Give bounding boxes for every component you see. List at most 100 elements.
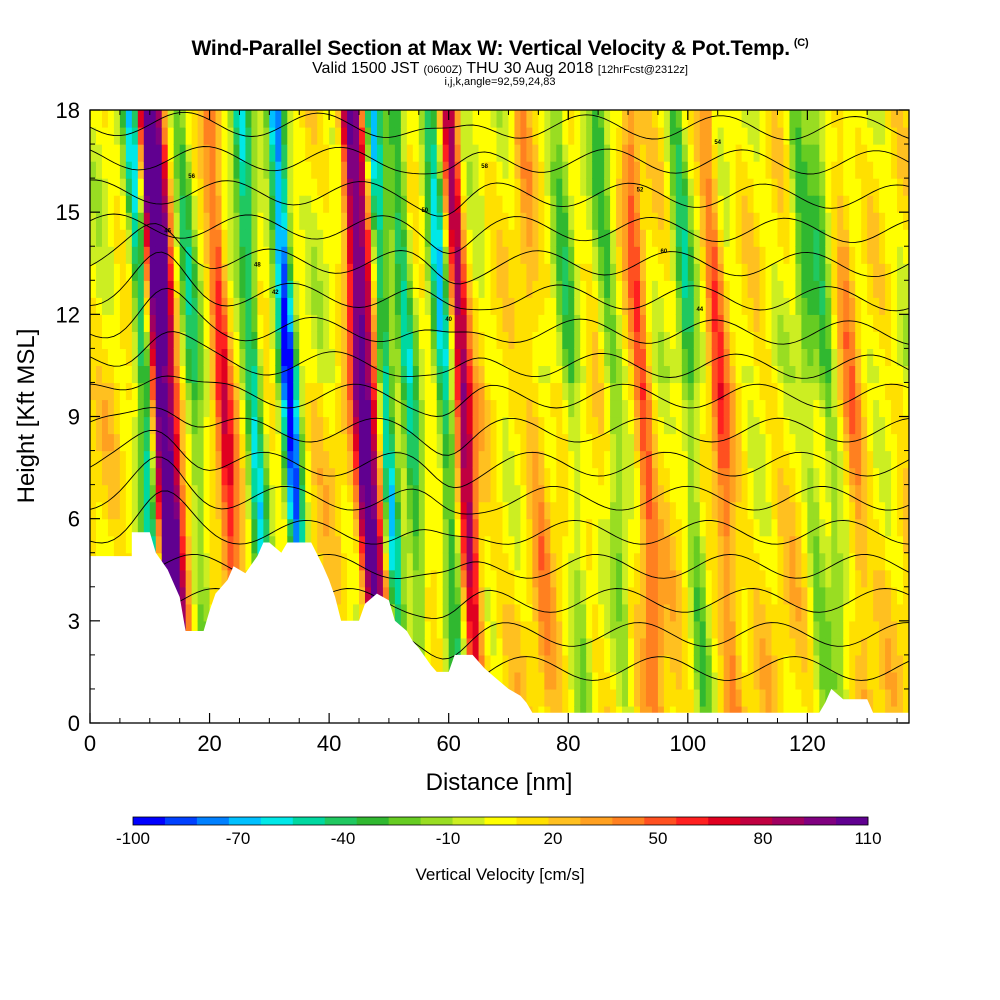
velocity-cell — [508, 144, 516, 162]
velocity-cell — [472, 127, 480, 145]
velocity-cell — [604, 331, 611, 349]
velocity-cell — [849, 246, 856, 264]
velocity-cell — [801, 246, 808, 264]
velocity-cell — [203, 416, 211, 435]
velocity-cell — [622, 229, 629, 247]
velocity-cell — [550, 212, 557, 230]
velocity-cell — [807, 654, 814, 673]
velocity-cell — [556, 671, 563, 690]
velocity-cell — [843, 535, 850, 554]
velocity-cell — [819, 416, 826, 435]
x-tick-label: 40 — [317, 731, 341, 756]
velocity-cell — [341, 399, 348, 418]
velocity-cell — [616, 110, 623, 128]
velocity-cell — [544, 399, 551, 418]
velocity-cell — [341, 229, 348, 247]
velocity-cell — [747, 246, 755, 264]
velocity-cell — [155, 535, 163, 554]
velocity-cell — [263, 450, 270, 469]
velocity-cell — [424, 297, 432, 315]
velocity-cell — [651, 110, 659, 128]
velocity-cell — [885, 229, 892, 247]
velocity-cell — [813, 348, 820, 367]
velocity-cell — [107, 144, 115, 162]
velocity-cell — [891, 416, 898, 435]
velocity-cell — [281, 297, 288, 315]
velocity-cell — [891, 450, 898, 469]
velocity-cell — [257, 297, 264, 315]
velocity-cell — [329, 501, 336, 520]
velocity-cell — [406, 229, 414, 247]
velocity-cell — [687, 229, 695, 247]
velocity-cell — [442, 212, 450, 230]
velocity-cell — [514, 535, 522, 554]
velocity-cell — [335, 348, 342, 367]
velocity-cell — [610, 178, 617, 196]
velocity-cell — [514, 212, 522, 230]
velocity-cell — [777, 484, 785, 503]
velocity-cell — [484, 399, 492, 418]
velocity-cell — [496, 161, 504, 179]
velocity-cell — [795, 195, 802, 213]
velocity-cell — [663, 127, 671, 145]
velocity-cell — [783, 161, 791, 179]
velocity-cell — [574, 467, 581, 486]
velocity-cell — [400, 263, 408, 281]
velocity-cell — [628, 484, 635, 503]
velocity-cell — [610, 484, 617, 503]
velocity-cell — [185, 518, 193, 537]
velocity-cell — [861, 688, 868, 707]
velocity-cell — [628, 365, 635, 384]
velocity-cell — [364, 161, 372, 179]
velocity-cell — [735, 603, 743, 622]
velocity-cell — [347, 161, 354, 179]
velocity-cell — [400, 297, 408, 315]
velocity-cell — [735, 127, 743, 145]
velocity-cell — [107, 382, 115, 401]
velocity-cell — [562, 484, 569, 503]
velocity-cell — [735, 348, 743, 367]
velocity-cell — [305, 297, 312, 315]
velocity-cell — [837, 501, 844, 520]
velocity-cell — [634, 552, 641, 571]
velocity-cell — [807, 637, 814, 656]
velocity-cell — [143, 365, 151, 384]
velocity-cell — [849, 399, 856, 418]
velocity-cell — [347, 382, 354, 401]
velocity-cell — [364, 416, 372, 435]
velocity-cell — [137, 246, 145, 264]
velocity-cell — [568, 263, 575, 281]
velocity-cell — [711, 484, 719, 503]
velocity-cell — [221, 314, 229, 332]
velocity-cell — [807, 331, 814, 349]
velocity-cell — [251, 144, 258, 162]
velocity-cell — [639, 552, 647, 571]
velocity-cell — [478, 501, 486, 520]
velocity-cell — [544, 518, 551, 537]
velocity-cell — [95, 161, 103, 179]
velocity-cell — [819, 552, 826, 571]
velocity-cell — [789, 501, 797, 520]
velocity-cell — [568, 348, 575, 367]
velocity-cell — [897, 484, 904, 503]
velocity-cell — [412, 535, 420, 554]
velocity-cell — [645, 603, 653, 622]
velocity-cell — [651, 620, 659, 639]
velocity-cell — [639, 246, 647, 264]
velocity-cell — [693, 280, 701, 298]
velocity-cell — [645, 671, 653, 690]
velocity-cell — [263, 484, 270, 503]
velocity-cell — [687, 416, 695, 435]
velocity-cell — [592, 263, 599, 281]
velocity-cell — [879, 688, 886, 707]
velocity-cell — [107, 229, 115, 247]
velocity-cell — [197, 212, 205, 230]
velocity-cell — [197, 382, 205, 401]
velocity-cell — [604, 280, 611, 298]
velocity-cell — [729, 144, 737, 162]
velocity-cell — [741, 450, 749, 469]
velocity-cell — [568, 450, 575, 469]
velocity-cell — [293, 382, 300, 401]
velocity-cell — [107, 416, 115, 435]
velocity-cell — [305, 382, 312, 401]
